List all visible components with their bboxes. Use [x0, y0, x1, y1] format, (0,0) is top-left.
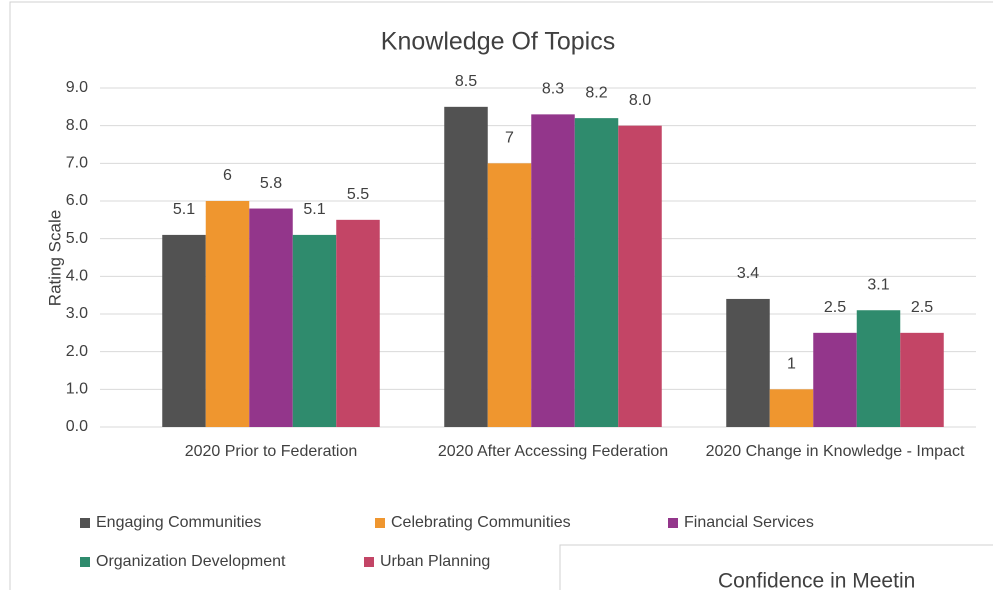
y-tick-label: 7.0	[66, 155, 88, 172]
data-label: 5.8	[260, 175, 282, 192]
legend-swatch	[375, 518, 385, 528]
legend-swatch	[668, 518, 678, 528]
y-tick-label: 9.0	[66, 79, 88, 96]
data-label: 5.1	[173, 201, 195, 218]
data-label: 3.1	[867, 276, 889, 293]
bar	[856, 310, 901, 427]
bar	[726, 298, 770, 427]
x-tick-label: 2020 Prior to Federation	[184, 443, 358, 460]
legend-label: Urban Planning	[380, 553, 490, 570]
next-panel	[559, 544, 993, 590]
legend-label: Celebrating Communities	[391, 514, 571, 531]
data-label: 8.3	[542, 81, 564, 98]
bar	[249, 208, 293, 427]
data-label: 8.5	[455, 73, 477, 90]
legend-label: Engaging Communities	[96, 514, 261, 531]
bar	[900, 332, 944, 427]
bar	[444, 106, 488, 427]
data-label: 3.4	[737, 265, 759, 282]
data-label: 2.5	[824, 299, 846, 316]
data-label: 2.5	[911, 299, 933, 316]
legend-swatch	[80, 557, 90, 567]
bar	[162, 234, 206, 427]
legend-label: Organization Development	[96, 553, 286, 570]
data-label: 7	[505, 130, 514, 147]
x-tick-label: 2020 After Accessing Federation	[437, 443, 669, 460]
y-tick-label: 0.0	[66, 418, 88, 435]
data-label: 5.1	[303, 201, 325, 218]
x-tick-label: 2020 Change in Knowledge - Impact	[705, 443, 965, 460]
data-label: 5.5	[347, 186, 369, 203]
data-label: 6	[223, 167, 232, 184]
data-label: 8.0	[629, 92, 651, 109]
bar	[618, 125, 662, 428]
legend-label: Financial Services	[684, 514, 814, 531]
legend-swatch	[364, 557, 374, 567]
bar	[487, 163, 532, 428]
y-tick-label: 3.0	[66, 305, 88, 322]
bar	[574, 118, 619, 427]
chart-border	[9, 1, 993, 590]
y-tick-label: 8.0	[66, 117, 88, 134]
legend-swatch	[80, 518, 90, 528]
y-tick-label: 1.0	[66, 381, 88, 398]
bar	[531, 114, 575, 427]
y-axis-label: Rating Scale	[45, 210, 64, 306]
bar	[336, 219, 380, 427]
bar	[769, 389, 814, 427]
y-tick-label: 6.0	[66, 192, 88, 209]
bar	[292, 234, 337, 427]
y-tick-label: 2.0	[66, 343, 88, 360]
next-panel-title: Confidence in Meetin	[718, 570, 915, 590]
data-label: 8.2	[585, 84, 607, 101]
chart-title: Knowledge Of Topics	[381, 28, 615, 56]
y-tick-label: 4.0	[66, 268, 88, 285]
y-tick-label: 5.0	[66, 230, 88, 247]
bar	[813, 332, 857, 427]
data-label: 1	[787, 356, 796, 373]
bar	[205, 201, 250, 427]
